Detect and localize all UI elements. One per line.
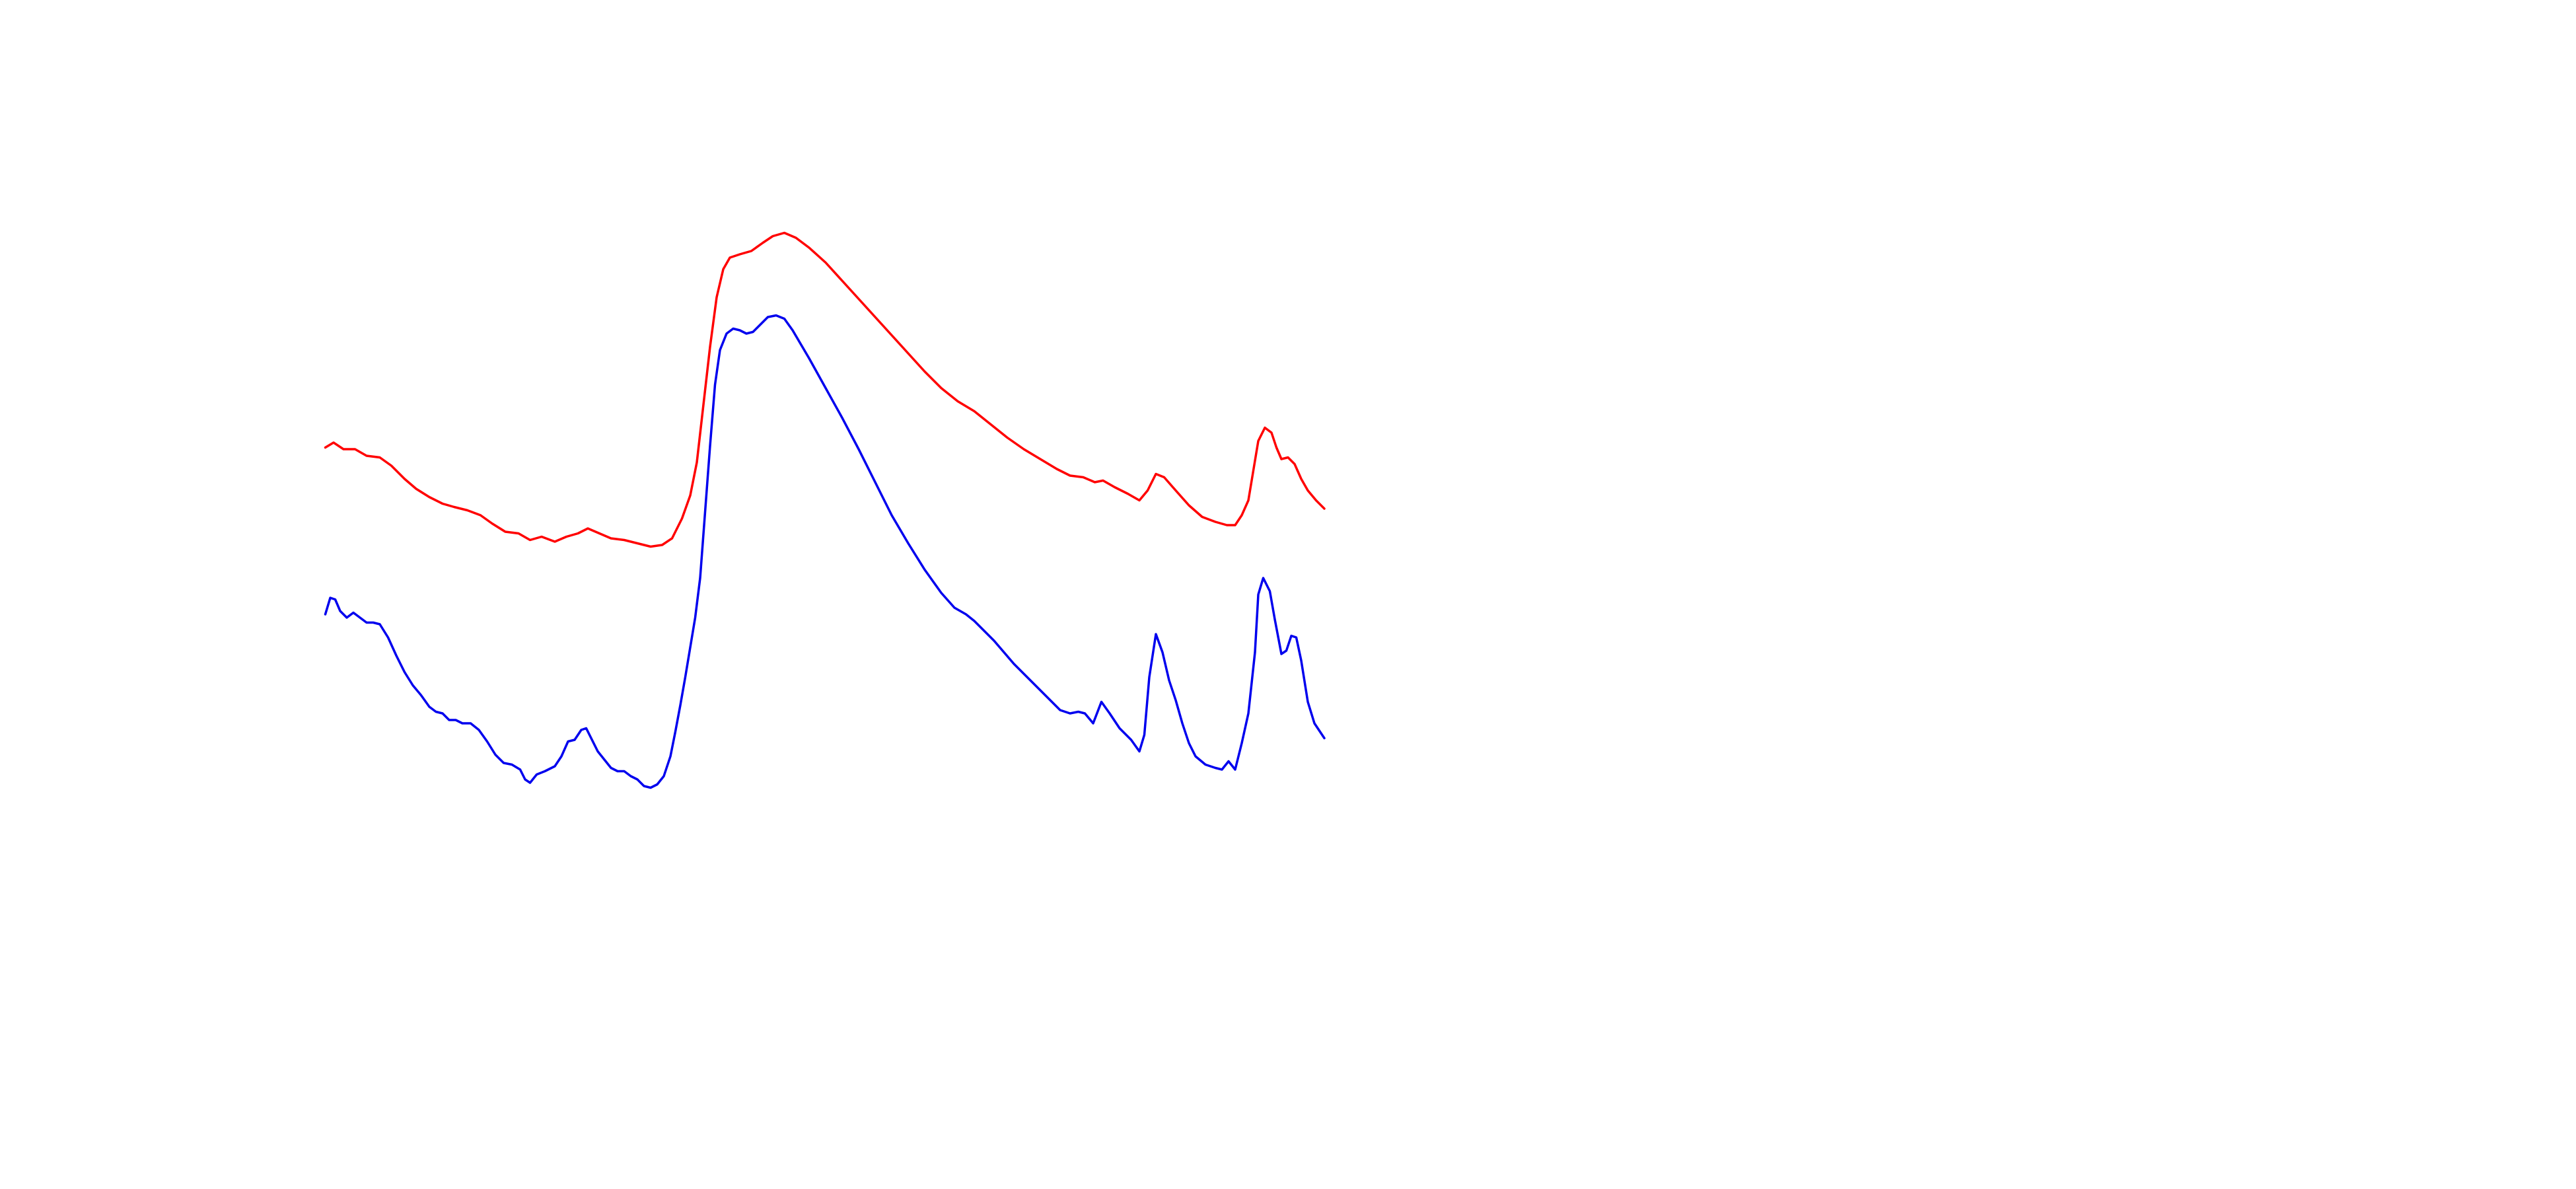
data-line [324,231,1326,548]
data-line [324,314,1326,789]
